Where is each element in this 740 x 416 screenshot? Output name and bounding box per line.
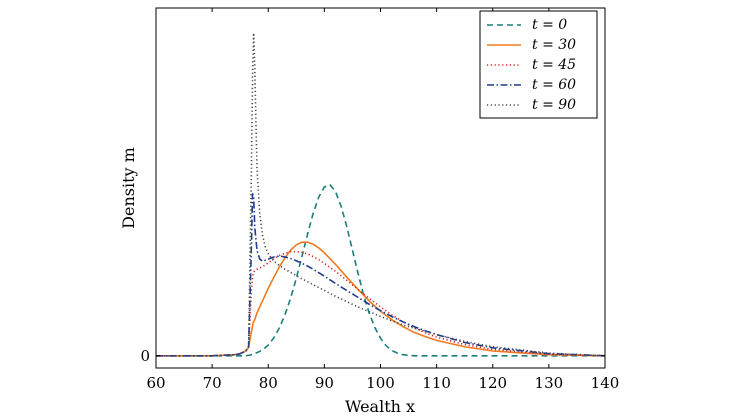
series-line-0	[156, 184, 605, 357]
legend-label-0: t = 0	[532, 17, 567, 33]
ticks-layer: 60 70 80 90 100 110 120 130 140 0	[140, 8, 619, 392]
x-tick-label: 60	[146, 374, 165, 392]
x-tick-label: 90	[315, 374, 334, 392]
legend-label-2: t = 45	[532, 57, 576, 73]
x-tick-label: 100	[366, 374, 395, 392]
series-line-2	[156, 250, 605, 357]
series-line-3	[156, 193, 605, 357]
x-tick-label: 110	[422, 374, 451, 392]
series-layer	[156, 32, 605, 357]
legend-label-3: t = 60	[532, 77, 576, 93]
y-tick-label: 0	[140, 347, 150, 365]
legend-label-4: t = 90	[532, 97, 576, 113]
legend: t = 0 t = 30 t = 45 t = 60 t = 90	[479, 10, 598, 119]
y-axis-label: Density m	[119, 147, 138, 229]
series-line-4	[156, 32, 605, 357]
series-line-1	[156, 241, 605, 357]
x-tick-label: 70	[203, 374, 222, 392]
x-axis-label: Wealth x	[345, 397, 415, 416]
x-tick-label: 120	[478, 374, 507, 392]
legend-label-1: t = 30	[532, 37, 576, 53]
x-tick-label: 140	[591, 374, 620, 392]
x-tick-label: 80	[259, 374, 278, 392]
x-tick-label: 130	[535, 374, 564, 392]
